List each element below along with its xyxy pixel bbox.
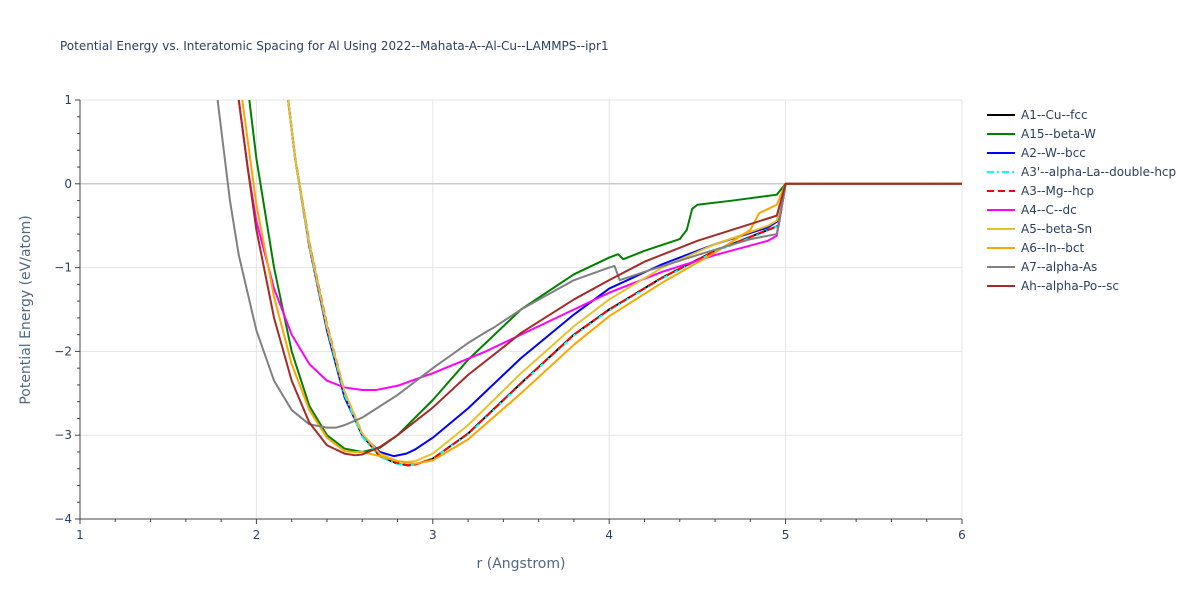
series-line-1 [248, 99, 962, 453]
y-axis-title: Potential Energy (eV/atom) [18, 215, 34, 404]
x-tick-label: 3 [429, 528, 437, 542]
chart-title: Potential Energy vs. Interatomic Spacing… [60, 39, 609, 53]
x-tick-label: 4 [605, 528, 613, 542]
plot-area [216, 99, 962, 467]
series-line-9 [237, 99, 962, 457]
grid-lines [80, 99, 963, 519]
legend-label: A7--alpha-As [1021, 260, 1097, 274]
x-tick-label: 6 [958, 528, 966, 542]
legend-label: A3'--alpha-La--double-hcp [1021, 165, 1176, 179]
legend-label: A4--C--dc [1021, 203, 1077, 217]
series-line-3 [287, 99, 962, 467]
legend-label: A15--beta-W [1021, 127, 1096, 141]
y-tick-label: 1 [64, 93, 72, 107]
series-line-7 [241, 99, 962, 465]
x-tick-label: 1 [76, 528, 84, 542]
series-line-8 [216, 99, 962, 429]
x-tick-label: 2 [253, 528, 261, 542]
y-tick-label: 0 [64, 177, 72, 191]
series-lines [216, 99, 962, 467]
y-tick-label: −2 [54, 344, 72, 358]
series-line-6 [287, 99, 962, 464]
y-tick-labels: 1 0 −1 −2 −3 −4 [54, 93, 72, 526]
x-tick-label: 5 [782, 528, 790, 542]
legend-label: A5--beta-Sn [1021, 222, 1092, 236]
legend-label: A2--W--bcc [1021, 146, 1086, 160]
legend-label: Ah--alpha-Po--sc [1021, 279, 1119, 293]
series-line-4 [287, 99, 962, 467]
x-tick-labels: 1 2 3 4 5 6 [76, 528, 966, 542]
series-line-5 [237, 99, 962, 391]
legend-label: A1--Cu--fcc [1021, 108, 1088, 122]
series-line-0 [287, 99, 962, 467]
legend-label: A6--In--bct [1021, 241, 1085, 255]
axes [75, 99, 963, 524]
legend: A1--Cu--fcc A15--beta-W A2--W--bcc A3'--alp… [987, 108, 1176, 293]
y-tick-label: −3 [54, 428, 72, 442]
legend-label: A3--Mg--hcp [1021, 184, 1094, 198]
y-tick-label: −4 [54, 512, 72, 526]
x-axis-title: r (Angstrom) [477, 556, 566, 572]
y-tick-label: −1 [54, 261, 72, 275]
